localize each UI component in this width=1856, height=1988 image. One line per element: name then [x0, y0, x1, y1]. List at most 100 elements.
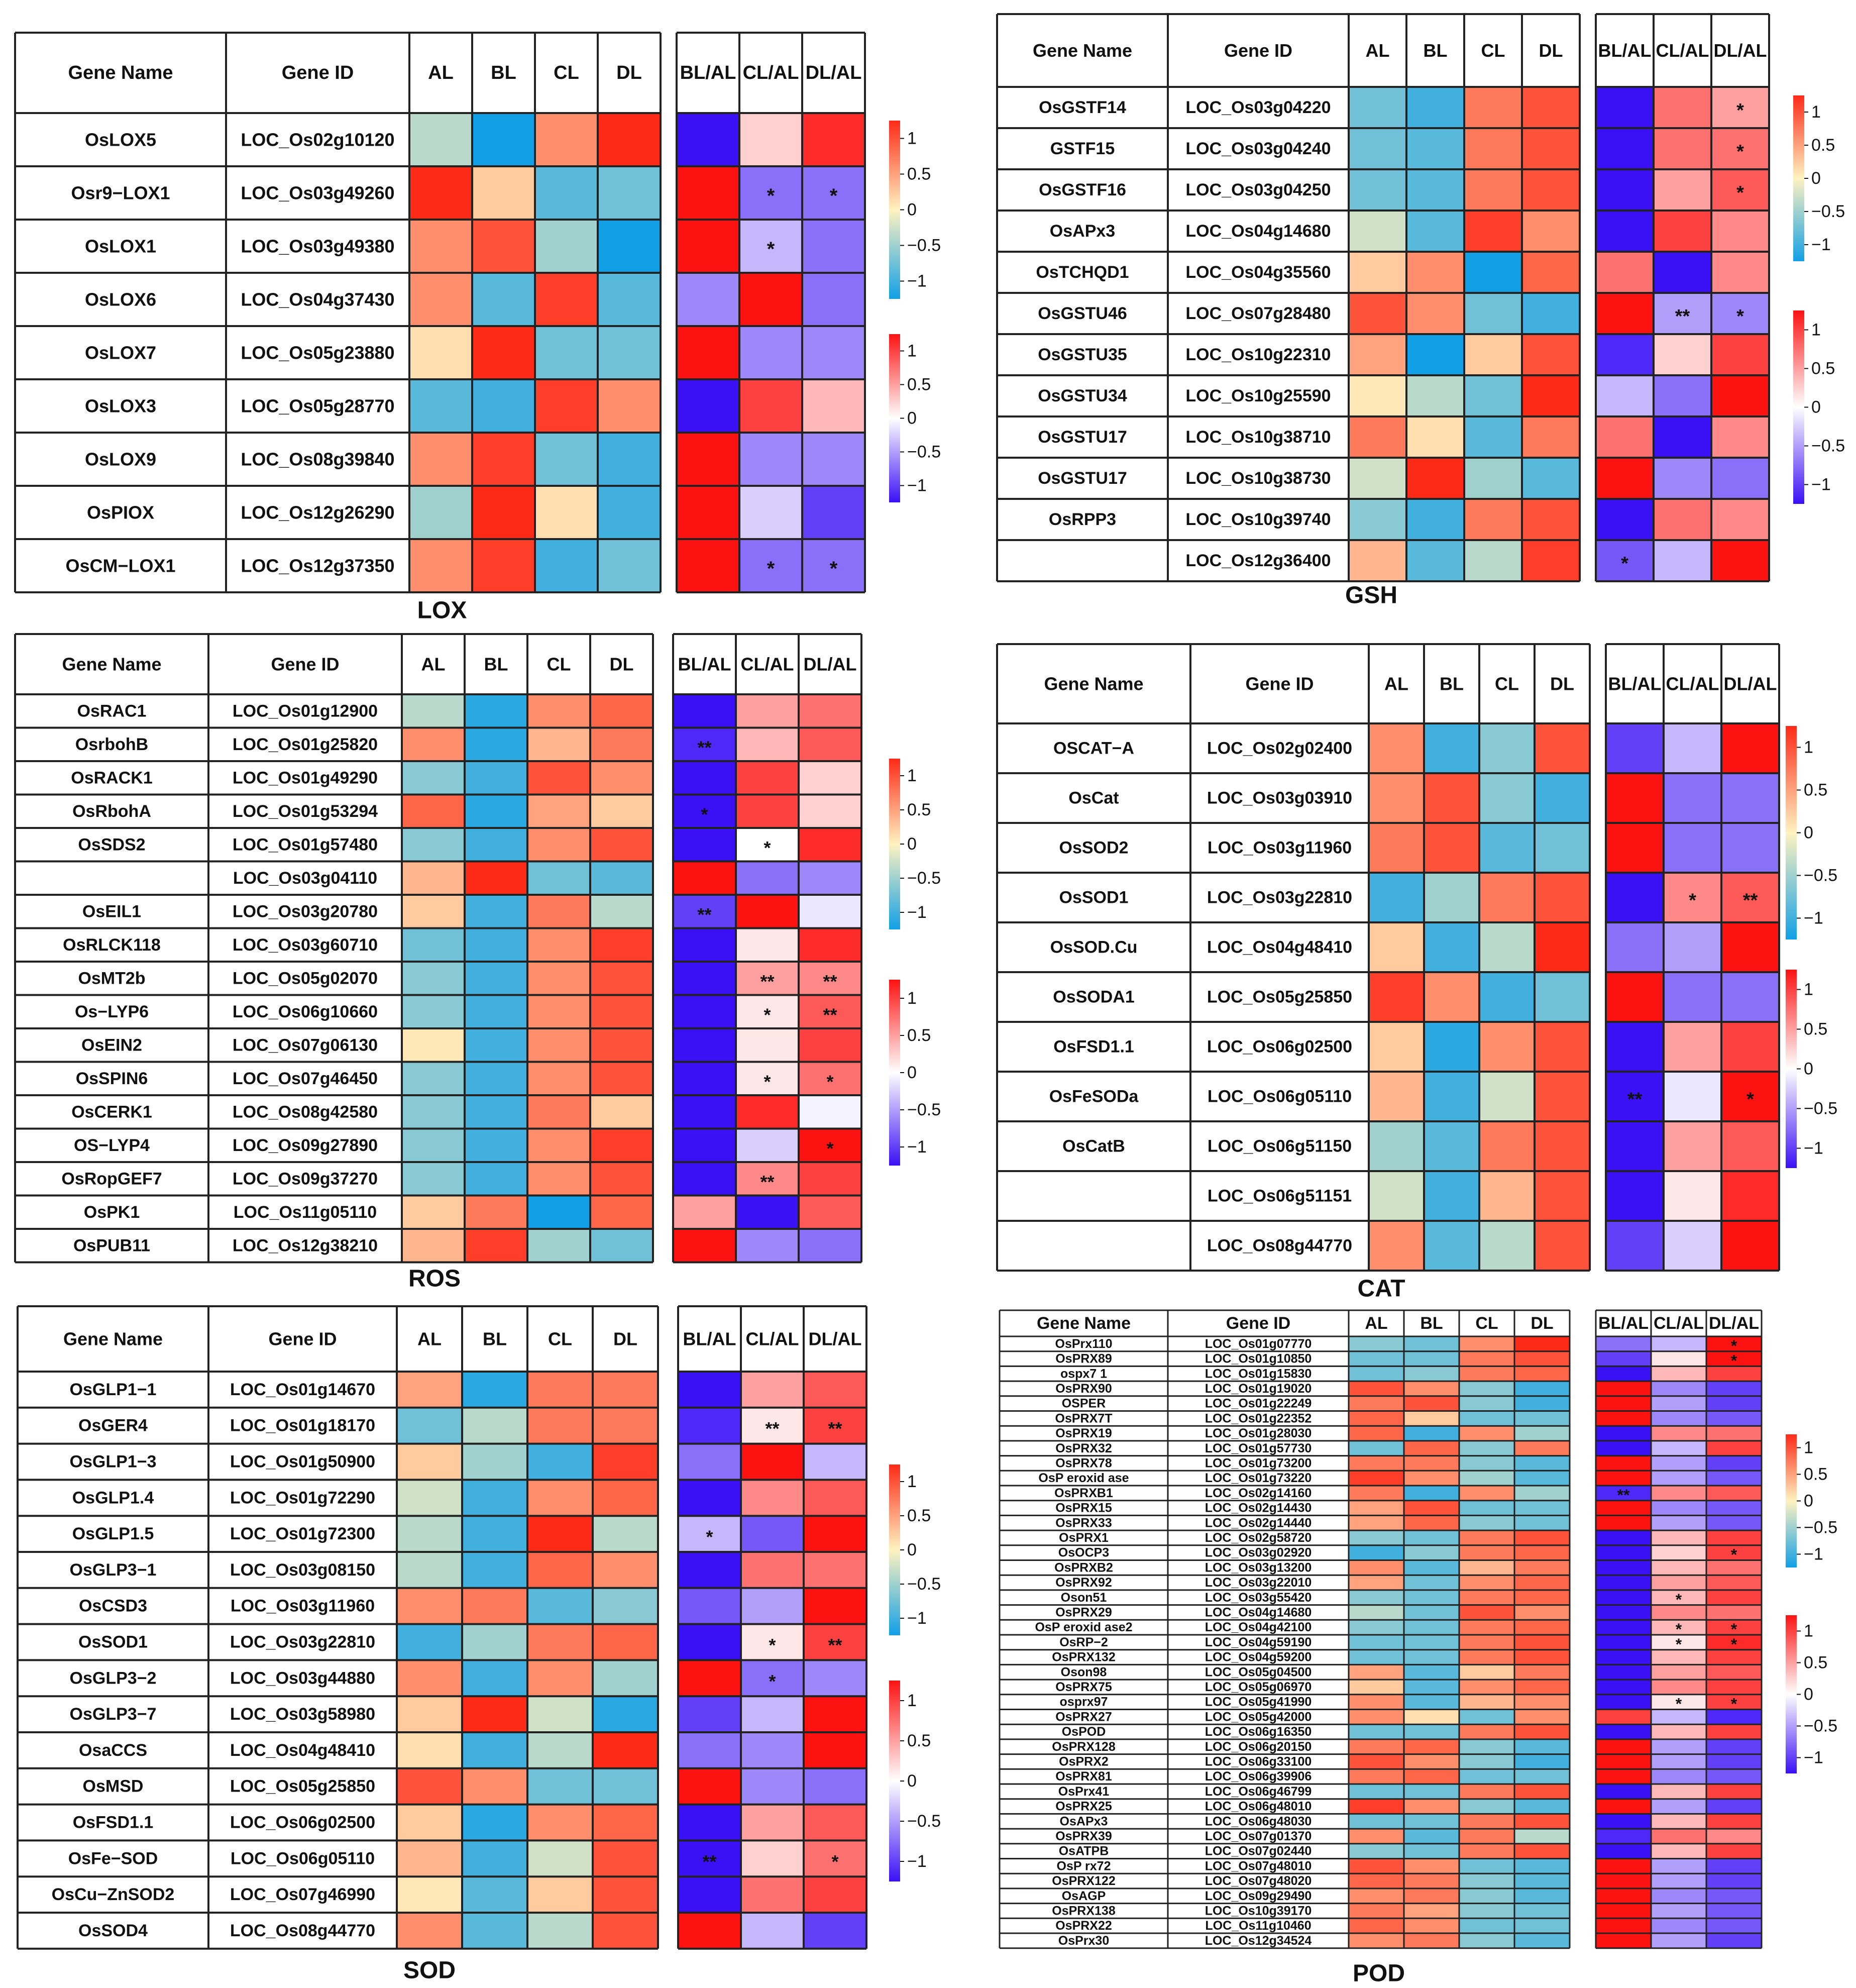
gene-name: OsLOX7 [85, 343, 156, 363]
gene-name: OsRbohA [72, 802, 151, 821]
significance-mark: * [701, 804, 708, 824]
gene-name: OsPRX2 [1059, 1754, 1109, 1768]
expr-cell [472, 166, 535, 220]
ratio-cell [1664, 823, 1721, 873]
ratio-cell [736, 928, 799, 962]
ratio-cell [739, 379, 802, 433]
expr-cell [1514, 1814, 1570, 1829]
scale-tick-label: −0.5 [907, 1575, 941, 1594]
column-header: DL [1531, 1314, 1553, 1333]
column-header: AL [428, 62, 454, 83]
ratio-cell [736, 1095, 799, 1129]
significance-mark: ** [828, 1635, 842, 1655]
ratio-cell [1706, 1620, 1762, 1635]
expr-cell [1464, 540, 1522, 581]
column-header: DL [1539, 40, 1563, 61]
expr-cell [1369, 1171, 1424, 1221]
column-header: Gene ID [271, 654, 339, 675]
expr-cell [462, 1624, 527, 1660]
expr-cell [590, 794, 653, 828]
ratio-cell [1596, 1620, 1651, 1635]
ratio-cell [739, 166, 802, 220]
gene-id: LOC_Os01g22352 [1205, 1411, 1312, 1425]
expr-cell [1514, 1545, 1570, 1560]
expr-cell [1522, 169, 1580, 211]
expr-cell [1404, 1784, 1459, 1799]
column-header: CL/AL [1654, 1314, 1704, 1333]
ratio-cell [1651, 1724, 1706, 1739]
gene-name: OsPRX19 [1055, 1426, 1112, 1440]
gene-id: LOC_Os08g44770 [1207, 1236, 1352, 1255]
column-header: BL [491, 62, 516, 83]
expr-cell [409, 486, 472, 539]
ratio-cell [1651, 1694, 1706, 1710]
ratio-cell [1651, 1530, 1706, 1545]
expr-cell [1459, 1530, 1514, 1545]
scale-tick-label: 0.5 [1804, 1465, 1827, 1484]
gene-id: LOC_Os05g25850 [230, 1777, 375, 1796]
gene-name: OsPRX27 [1055, 1710, 1112, 1724]
scale-tick-label: 0 [1804, 1685, 1813, 1704]
ratio-cell [1721, 1121, 1779, 1171]
gene-id: LOC_Os03g60710 [233, 935, 378, 955]
expr-cell [1349, 1680, 1404, 1695]
scale-tick-label: 1 [1811, 102, 1821, 122]
gene-name: OsPRX7T [1055, 1411, 1113, 1425]
expr-cell [1404, 1754, 1459, 1769]
column-header: DL/AL [806, 62, 862, 83]
ratio-cell [1706, 1515, 1762, 1531]
ratio-cell [1596, 334, 1654, 375]
gene-id: LOC_Os04g14680 [1205, 1605, 1312, 1619]
expr-cell [1459, 1500, 1514, 1516]
ratio-cell [1596, 540, 1654, 581]
ratio-cell [678, 1372, 741, 1408]
column-header: BL [483, 1329, 507, 1349]
gene-name: Oson98 [1061, 1665, 1107, 1679]
gene-name: OsPRX29 [1055, 1605, 1112, 1619]
expr-cell [593, 1696, 658, 1732]
ratio-cell [1596, 1799, 1651, 1814]
ratio-cell [741, 1624, 804, 1660]
expr-cell [465, 1095, 527, 1129]
ratio-cell [804, 1840, 866, 1877]
scale-tick-label: −1 [1804, 1748, 1823, 1767]
expr-cell [1349, 1873, 1404, 1889]
significance-mark: * [1736, 100, 1744, 121]
expr-cell [1349, 1784, 1404, 1799]
expr-cell [527, 828, 590, 862]
ratio-cell [1596, 1739, 1651, 1754]
gene-id: LOC_Os08g42580 [233, 1102, 378, 1121]
column-header: DL [1550, 674, 1574, 694]
ratio-cell [1596, 1396, 1651, 1411]
gene-id: LOC_Os03g49260 [241, 183, 394, 203]
expr-cell [462, 1407, 527, 1444]
gene-id: LOC_Os10g22310 [1185, 345, 1331, 364]
expr-cell [1424, 773, 1479, 823]
ratio-cell [1596, 1575, 1651, 1590]
expr-cell [402, 828, 465, 862]
significance-mark: ** [697, 904, 711, 925]
expr-cell [1514, 1843, 1570, 1859]
ratio-cell [1706, 1440, 1762, 1456]
expr-cell [1514, 1829, 1570, 1844]
expr-cell [1514, 1635, 1570, 1650]
gene-id: LOC_Os01g22249 [1205, 1397, 1312, 1411]
expr-cell [1349, 458, 1406, 499]
gene-name: OsFe−SOD [68, 1849, 158, 1868]
expr-cell [527, 1913, 593, 1949]
scale-tick-label: −1 [907, 1852, 927, 1871]
ratio-cell [804, 1588, 866, 1624]
expr-cell [1404, 1620, 1459, 1635]
ratio-cell [1706, 1366, 1762, 1382]
expr-cell [527, 1660, 593, 1697]
expr-cell [593, 1840, 658, 1877]
gene-id: LOC_Os03g49380 [241, 236, 394, 257]
expr-cell [465, 895, 527, 928]
gene-name: OsCatB [1062, 1137, 1125, 1156]
expr-cell [409, 539, 472, 592]
significance-mark: ** [828, 1418, 842, 1439]
ratio-cell [1706, 1530, 1762, 1545]
column-header: AL [1365, 1314, 1387, 1333]
gene-name: OsPK1 [84, 1203, 140, 1222]
column-header: CL/AL [743, 62, 799, 83]
